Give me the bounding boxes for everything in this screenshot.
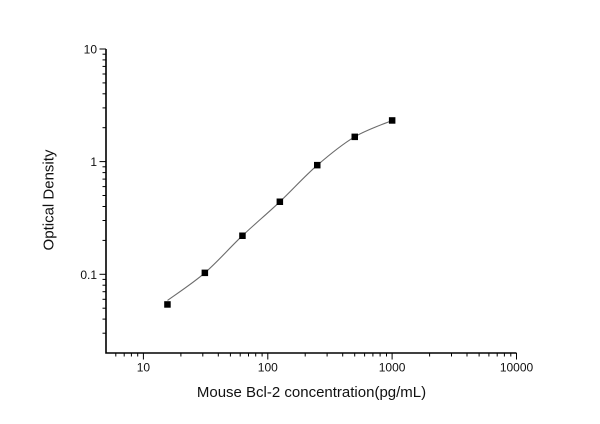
tick-labels: 10 100 1000 10000 0.1 1 10 bbox=[80, 43, 533, 375]
y-axis-title: Optical Density bbox=[40, 149, 58, 251]
x-tick-label: 100 bbox=[258, 361, 278, 375]
data-point-marker bbox=[388, 117, 396, 124]
data-point-marker bbox=[351, 133, 358, 141]
x-tick-label: 10 bbox=[137, 361, 151, 375]
fit-curve bbox=[167, 119, 393, 301]
y-tick-label: 10 bbox=[84, 43, 98, 57]
data-point-marker bbox=[164, 301, 171, 308]
data-point-marker bbox=[201, 269, 209, 277]
axis-spines bbox=[105, 49, 517, 354]
x-tick-label: 1000 bbox=[379, 361, 406, 375]
x-tick-label: 10000 bbox=[500, 361, 534, 375]
y-tick-label: 1 bbox=[90, 155, 97, 169]
x-axis-title: Mouse Bcl-2 concentration(pg/mL) bbox=[196, 384, 427, 401]
data-point-marker bbox=[239, 232, 246, 239]
data-markers bbox=[164, 117, 396, 308]
axis-ticks bbox=[99, 48, 517, 360]
y-tick-label: 0.1 bbox=[80, 268, 97, 282]
data-point-marker bbox=[314, 161, 321, 169]
data-point-marker bbox=[276, 198, 284, 205]
